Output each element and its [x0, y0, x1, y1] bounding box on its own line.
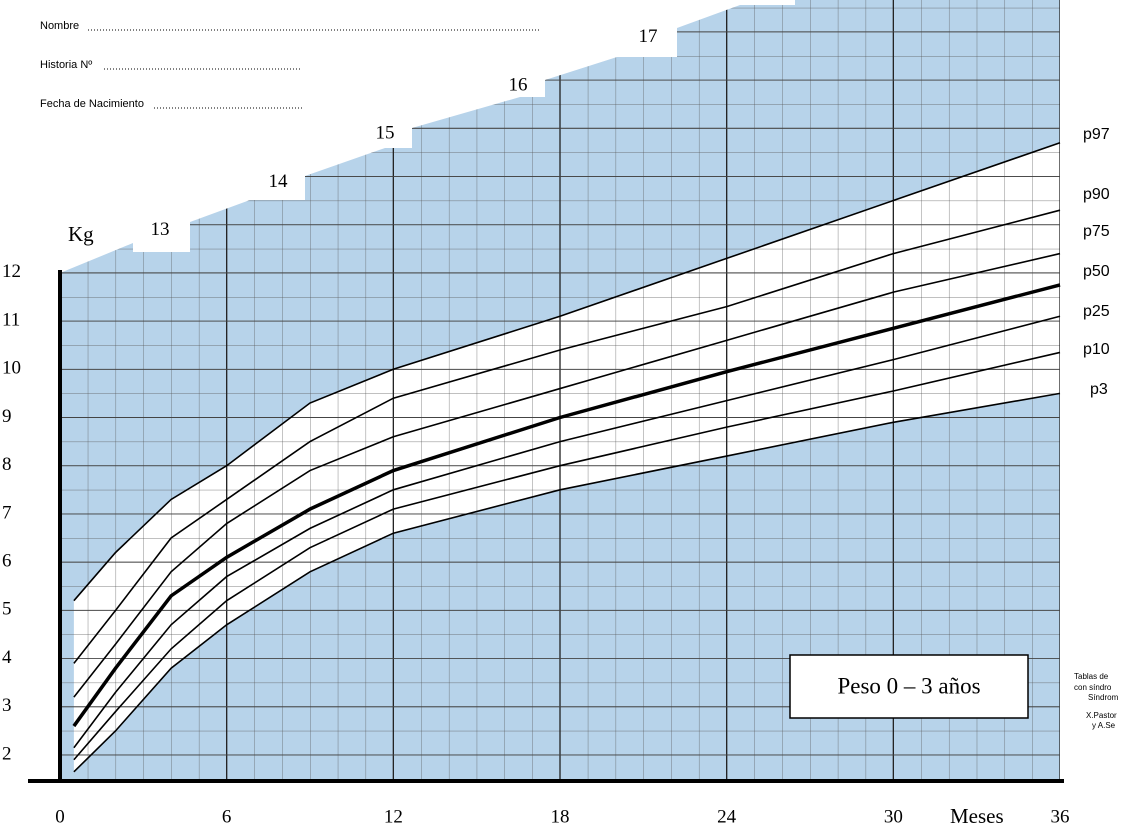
side-note: con síndro	[1074, 683, 1112, 692]
y-tick-label: 9	[2, 406, 12, 427]
legend-label: p90	[1083, 186, 1110, 203]
legend-label: p75	[1083, 223, 1110, 240]
legend-label: p97	[1083, 126, 1110, 143]
percentile-line	[73, 392, 1061, 773]
y-tick-label: 15	[376, 123, 395, 144]
chart-title: Peso 0 – 3 años	[837, 673, 980, 698]
x-tick-label: 36	[1051, 806, 1070, 827]
y-tick-label: 14	[269, 171, 289, 192]
y-tick-label: 5	[2, 599, 12, 620]
legend-label: p50	[1083, 263, 1110, 280]
y-tick-label: 11	[2, 309, 20, 330]
percentile-line	[73, 252, 1061, 698]
side-note: Síndrom	[1088, 693, 1119, 702]
y-tick-label: 2	[2, 743, 12, 764]
title-box	[789, 654, 1029, 719]
x-tick-label: 0	[55, 806, 65, 827]
side-note: Tablas de	[1074, 672, 1109, 681]
legend-label: p3	[1090, 381, 1108, 398]
y-axis-label: Kg	[68, 222, 94, 246]
form-field: Nombre	[40, 20, 79, 32]
y-tick-label: 3	[2, 695, 12, 716]
y-tick-label: 8	[2, 454, 12, 475]
y-tick-label: 17	[639, 26, 658, 47]
y-tick-label: 13	[151, 219, 170, 240]
side-note: X.Pastor	[1086, 711, 1117, 720]
percentile-line	[73, 315, 1061, 749]
percentile-line	[73, 141, 1061, 602]
legend-label: p10	[1083, 341, 1110, 358]
x-tick-label: 6	[222, 806, 232, 827]
legend-label: p25	[1083, 303, 1110, 320]
percentile-line	[73, 209, 1061, 664]
side-note: y A.Se	[1092, 721, 1116, 730]
percentile-line	[72, 283, 1061, 728]
x-tick-label: 18	[551, 806, 570, 827]
y-tick-label: 16	[509, 74, 528, 95]
percentile-line	[73, 351, 1061, 761]
y-tick-label: 6	[2, 550, 12, 571]
form-field: Historia Nº	[40, 59, 92, 71]
y-tick-label: 12	[2, 261, 21, 282]
form-field: Fecha de Nacimiento	[40, 98, 144, 110]
y-tick-label: 7	[2, 502, 12, 523]
x-tick-label: 12	[384, 806, 403, 827]
x-tick-label: 30	[884, 806, 903, 827]
y-tick-label: 10	[2, 358, 21, 379]
x-axis-label: Meses	[950, 804, 1004, 828]
y-tick-label: 4	[2, 647, 12, 668]
x-tick-label: 24	[717, 806, 737, 827]
